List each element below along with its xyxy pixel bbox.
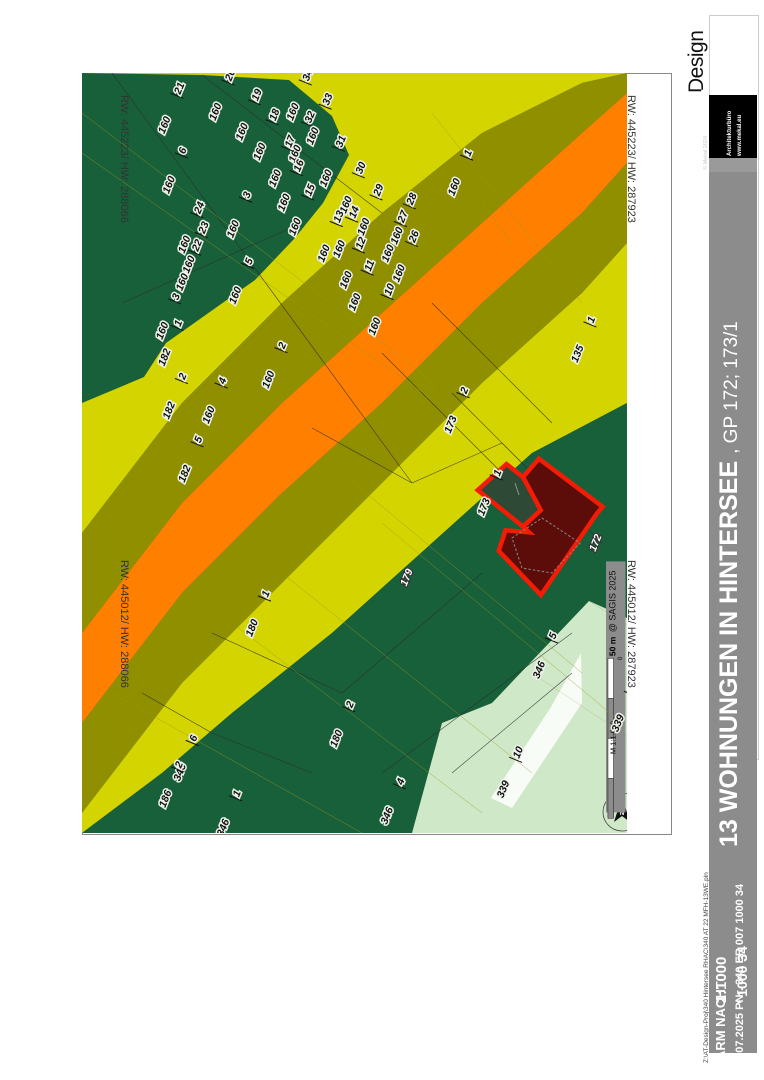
svg-text:50 m: 50 m: [608, 636, 618, 656]
svg-text:@ SAGIS 2025: @ SAGIS 2025: [608, 571, 618, 633]
